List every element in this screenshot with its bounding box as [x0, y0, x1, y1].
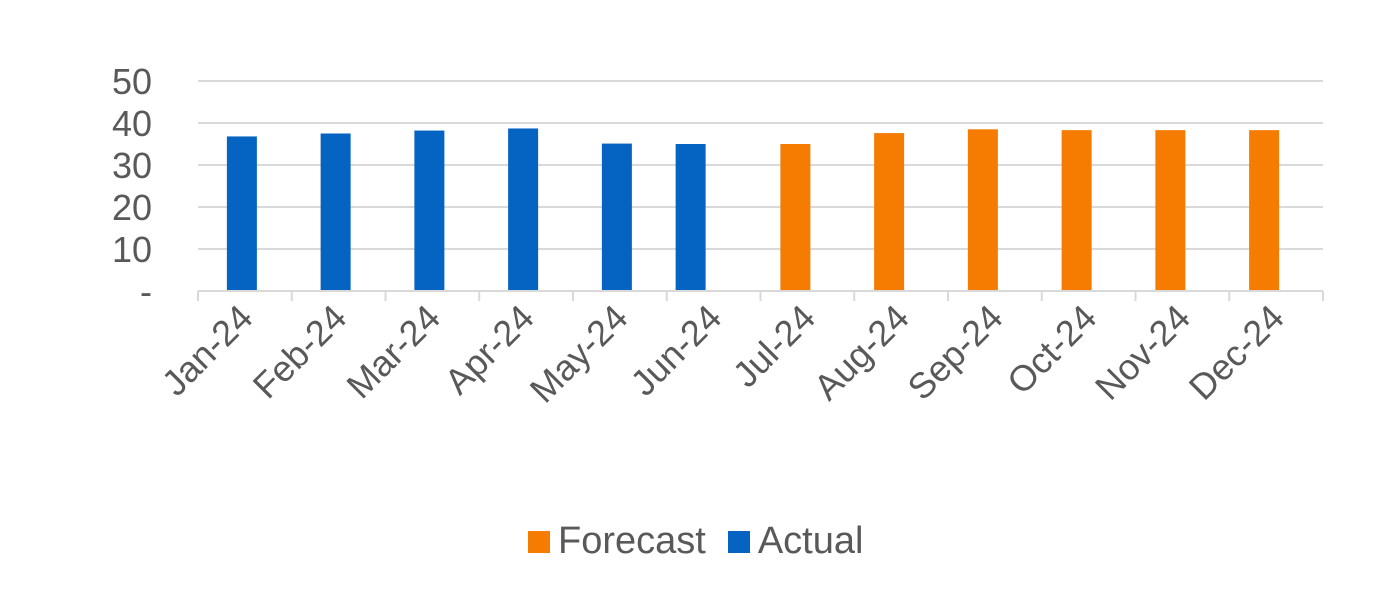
y-tick-label: -: [140, 271, 152, 312]
x-tick-label: Mar-24: [338, 297, 448, 407]
x-tick-label: Sep-24: [899, 297, 1010, 408]
legend-item-forecast: Forecast: [528, 520, 706, 563]
x-tick-label: May-24: [522, 297, 636, 411]
bar-apr-24: [508, 128, 539, 291]
y-tick-label: 20: [112, 187, 152, 228]
x-axis-tick-labels: Jan-24Feb-24Mar-24Apr-24May-24Jun-24Jul-…: [154, 297, 1292, 411]
gridlines: [198, 80, 1323, 250]
bar-sep-24: [967, 129, 998, 291]
x-tick-label: Jun-24: [622, 297, 729, 404]
x-tick-label: Aug-24: [806, 297, 917, 408]
legend-swatch-actual: [727, 530, 750, 553]
legend-item-actual: Actual: [727, 520, 864, 563]
bar-may-24: [601, 143, 632, 291]
y-tick-label: 40: [112, 103, 152, 144]
y-tick-label: 10: [112, 229, 152, 270]
bar-jun-24: [675, 144, 706, 291]
legend-label-forecast: Forecast: [558, 520, 706, 562]
legend-swatch-forecast: [528, 530, 550, 553]
bar-mar-24: [414, 130, 445, 291]
x-tick-label: Nov-24: [1087, 297, 1198, 408]
legend: Forecast Actual: [528, 520, 863, 563]
y-tick-label: 30: [112, 145, 152, 186]
x-tick-label: Jan-24: [154, 297, 261, 404]
bar-jul-24: [780, 144, 811, 291]
bar-dec-24: [1249, 130, 1280, 291]
x-tick-label: Oct-24: [999, 297, 1104, 402]
x-tick-label: Dec-24: [1181, 297, 1292, 408]
x-tick-label: Feb-24: [245, 297, 355, 407]
bar-oct-24: [1061, 130, 1092, 291]
bar-aug-24: [874, 133, 905, 291]
bar-jan-24: [226, 136, 257, 291]
x-axis: [197, 290, 1324, 301]
bar-nov-24: [1155, 130, 1186, 291]
y-tick-label: 50: [112, 61, 152, 102]
legend-label-actual: Actual: [757, 520, 864, 562]
bar-feb-24: [320, 133, 351, 291]
bars: [226, 128, 1280, 291]
